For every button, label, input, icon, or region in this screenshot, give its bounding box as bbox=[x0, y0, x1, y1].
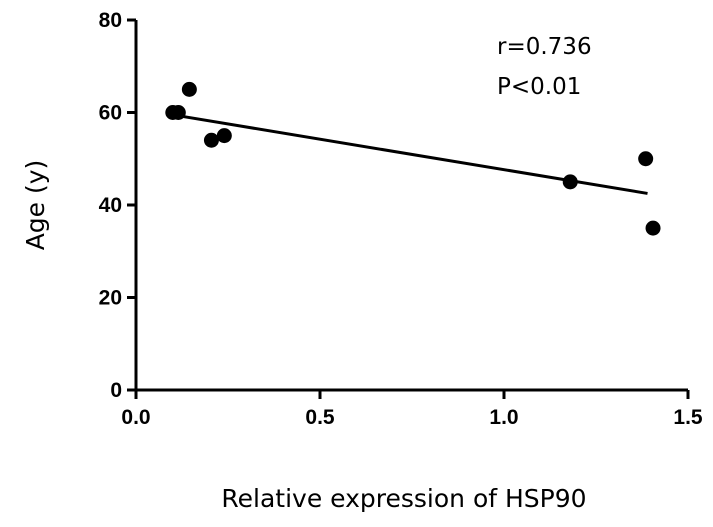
x-axis-ticks: 0.0 0.5 1.0 1.5 bbox=[121, 390, 703, 429]
annotation-r: r=0.736 bbox=[497, 34, 592, 60]
data-point bbox=[645, 220, 661, 236]
y-axis-title: Age (y) bbox=[21, 160, 50, 251]
data-point bbox=[170, 105, 186, 120]
data-point bbox=[216, 128, 232, 144]
data-point bbox=[181, 81, 197, 97]
y-tick-label: 0 bbox=[110, 379, 122, 402]
y-axis-ticks: 0 20 40 60 80 bbox=[99, 9, 136, 402]
data-point bbox=[638, 151, 654, 167]
y-tick-label: 60 bbox=[99, 102, 122, 125]
x-tick-label: 0.0 bbox=[121, 406, 150, 429]
annotation-p: P<0.01 bbox=[497, 74, 581, 100]
y-tick-label: 80 bbox=[99, 9, 122, 32]
y-tick-label: 20 bbox=[99, 287, 122, 310]
data-points bbox=[165, 81, 661, 236]
x-tick-label: 1.0 bbox=[489, 406, 518, 429]
y-tick-label: 40 bbox=[99, 194, 122, 217]
x-tick-label: 1.5 bbox=[673, 406, 703, 429]
x-tick-label: 0.5 bbox=[305, 406, 335, 429]
data-point bbox=[562, 174, 578, 190]
x-axis-title: Relative expression of HSP90 bbox=[221, 484, 586, 513]
data-point bbox=[203, 132, 219, 148]
